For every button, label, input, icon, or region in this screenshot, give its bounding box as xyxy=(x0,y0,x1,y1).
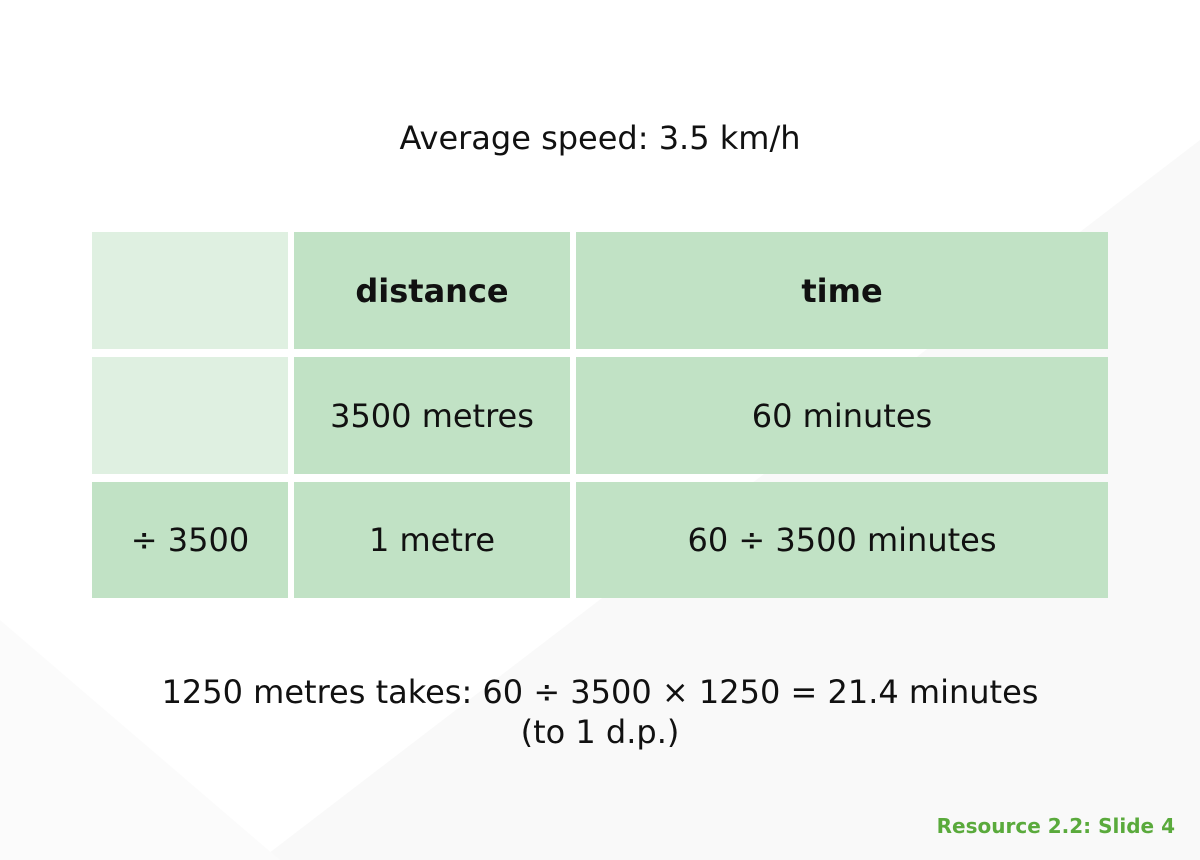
header-time: time xyxy=(576,232,1108,349)
row1-operation-cell xyxy=(92,357,288,474)
row2-time-cell: 60 ÷ 3500 minutes xyxy=(576,482,1108,598)
row2-operation-cell: ÷ 3500 xyxy=(92,482,288,598)
table-corner-cell xyxy=(92,232,288,349)
ratio-table: distance time 3500 metres 60 minutes ÷ 3… xyxy=(92,232,1108,598)
row2-distance-cell: 1 metre xyxy=(294,482,570,598)
slide-title: Average speed: 3.5 km/h xyxy=(399,119,801,157)
result-line-1: 1250 metres takes: 60 ÷ 3500 × 1250 = 21… xyxy=(161,673,1039,711)
row1-distance-cell: 3500 metres xyxy=(294,357,570,474)
header-distance: distance xyxy=(294,232,570,349)
result-line-2: (to 1 d.p.) xyxy=(520,713,680,751)
row1-time-cell: 60 minutes xyxy=(576,357,1108,474)
slide-footer: Resource 2.2: Slide 4 xyxy=(936,814,1175,838)
result-text: 1250 metres takes: 60 ÷ 3500 × 1250 = 21… xyxy=(0,672,1200,752)
